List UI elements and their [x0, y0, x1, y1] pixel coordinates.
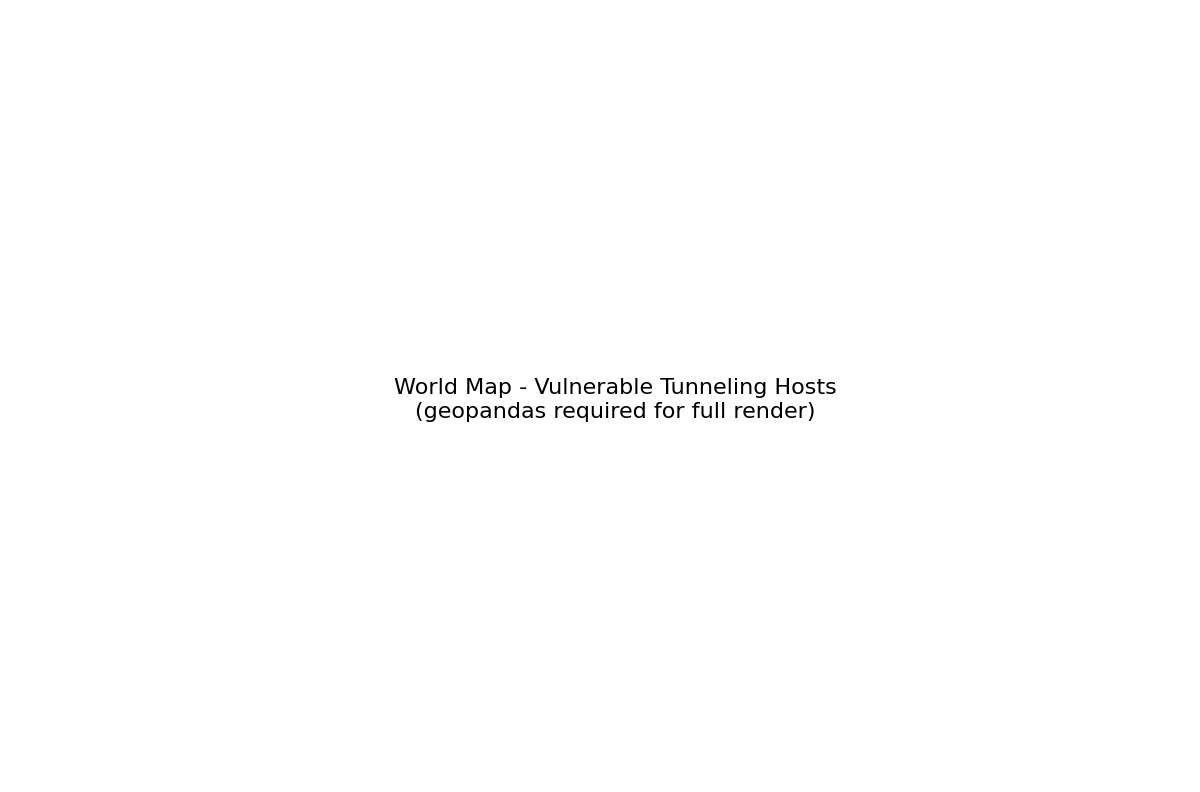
- Text: World Map - Vulnerable Tunneling Hosts
(geopandas required for full render): World Map - Vulnerable Tunneling Hosts (…: [394, 379, 836, 421]
